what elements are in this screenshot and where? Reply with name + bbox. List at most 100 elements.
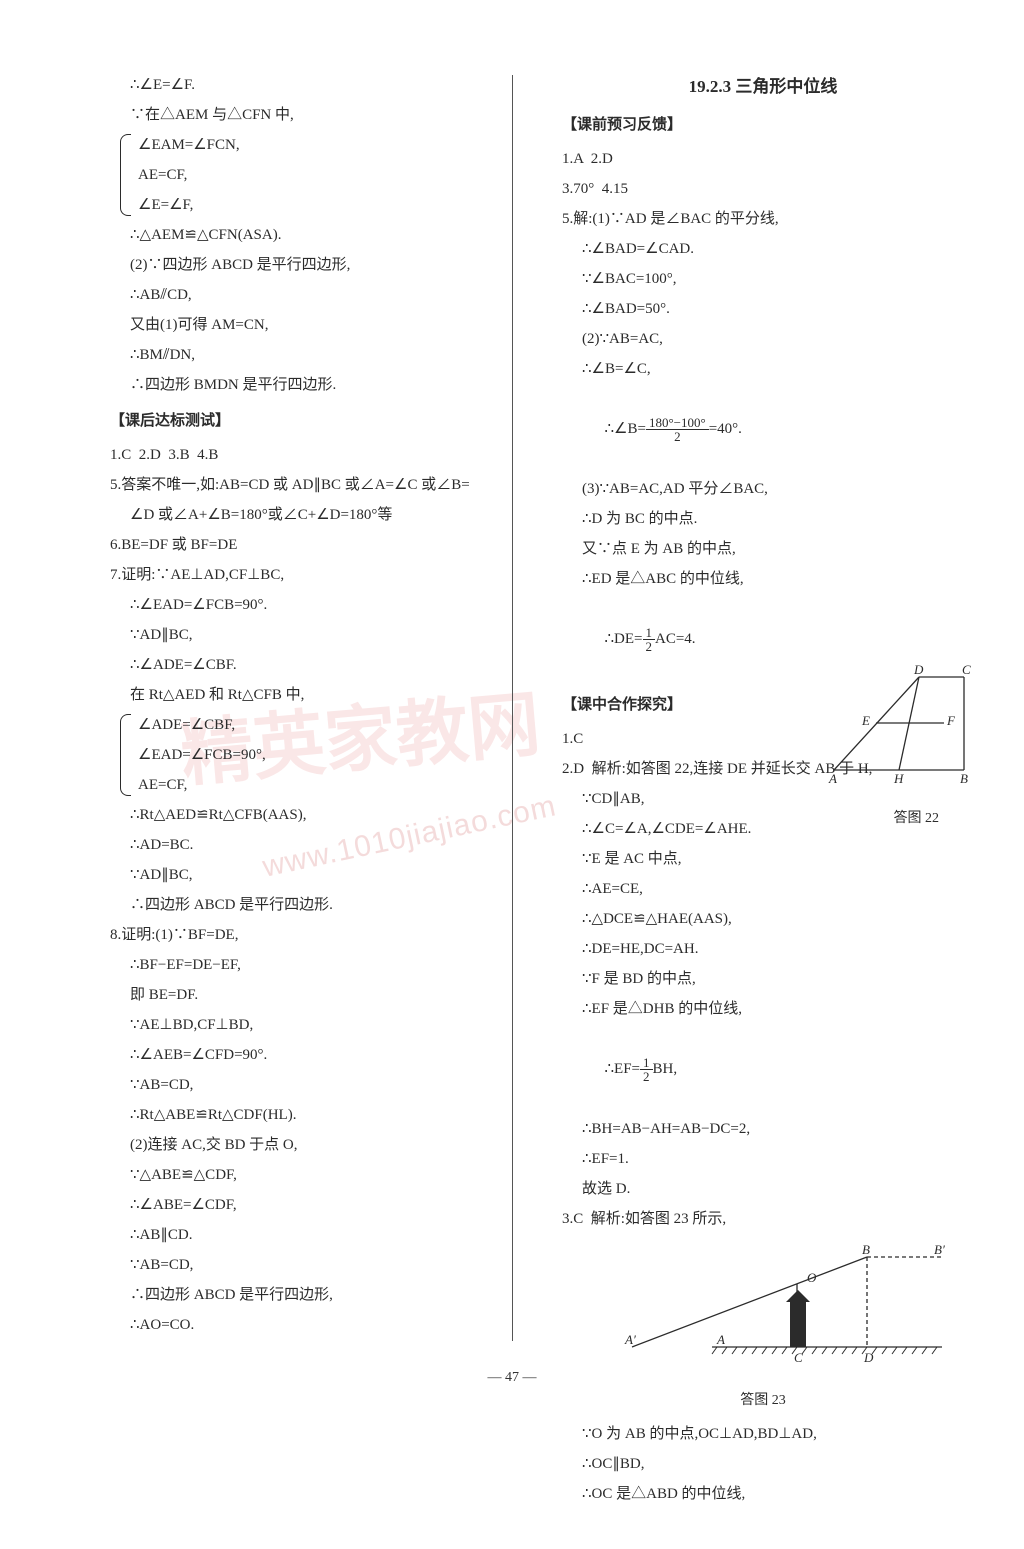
proof-line: ∴OC 是△ABD 的中位线, [562, 1479, 964, 1509]
proof-line: ∴ED 是△ABC 的中位线, [562, 564, 964, 594]
proof-line: ∴EF 是△DHB 的中位线, [562, 994, 964, 1024]
proof-line: ∴∠BAD=50°. [562, 294, 964, 324]
brace-item: ∠E=∠F, [138, 190, 512, 220]
proof-line: 5.解:(1)∵AD 是∠BAC 的平分线, [562, 204, 964, 234]
denominator: 2 [646, 430, 709, 443]
figure-label: F [946, 713, 956, 728]
brace-item: ∠EAD=∠FCB=90°, [138, 740, 512, 770]
section-heading: 【课前预习反馈】 [562, 110, 964, 140]
answer-line: 1.A 2.D [562, 144, 964, 174]
figure-23: A′ A B B′ O C D [622, 1242, 952, 1372]
proof-line: ∴BH=AB−AH=AB−DC=2, [562, 1114, 964, 1144]
proof-line: ∴EF=1. [562, 1144, 964, 1174]
numerator: 1 [643, 626, 656, 640]
figure-label: B [862, 1242, 870, 1257]
text-fragment: ∴DE= [605, 631, 643, 647]
proof-line: 3.C 解析:如答图 23 所示, [562, 1204, 964, 1234]
figure-label: C [962, 665, 971, 677]
proof-line: ∴∠EAD=∠FCB=90°. [110, 590, 512, 620]
proof-line: ∴AB⫽CD, [110, 280, 512, 310]
proof-line: ∴AO=CO. [110, 1310, 512, 1340]
fraction: 12 [643, 626, 656, 653]
proof-line: ∴EF=12BH, [562, 1024, 964, 1114]
building-icon [790, 1302, 806, 1347]
proof-line: (2)∵四边形 ABCD 是平行四边形, [110, 250, 512, 280]
proof-line: ∴∠E=∠F. [110, 70, 512, 100]
brace-group: ∠EAM=∠FCN, AE=CF, ∠E=∠F, [110, 130, 512, 220]
figure-label: B′ [934, 1242, 945, 1257]
proof-line: ∵AD∥BC, [110, 620, 512, 650]
proof-line: ∴四边形 ABCD 是平行四边形. [110, 890, 512, 920]
proof-line: 即 BE=DF. [110, 980, 512, 1010]
proof-line: ∵O 为 AB 的中点,OC⊥AD,BD⊥AD, [562, 1419, 964, 1449]
brace-group: ∠ADE=∠CBF, ∠EAD=∠FCB=90°, AE=CF, [110, 710, 512, 800]
proof-line: ∵F 是 BD 的中点, [562, 964, 964, 994]
brace-item: ∠ADE=∠CBF, [138, 710, 512, 740]
answer-line: 5.答案不唯一,如:AB=CD 或 AD∥BC 或∠A=∠C 或∠B= [110, 470, 512, 500]
proof-line: ∵AE⊥BD,CF⊥BD, [110, 1010, 512, 1040]
proof-line: 7.证明:∵AE⊥AD,CF⊥BC, [110, 560, 512, 590]
proof-line: ∴△AEM≌△CFN(ASA). [110, 220, 512, 250]
proof-line: ∵E 是 AC 中点, [562, 844, 964, 874]
text-fragment: AC=4. [655, 631, 696, 647]
text-fragment: =40°. [709, 421, 742, 437]
proof-line: ∴OC∥BD, [562, 1449, 964, 1479]
figure-label: H [893, 771, 904, 786]
figure-label: A′ [624, 1332, 636, 1347]
proof-line: ∵△ABE≌△CDF, [110, 1160, 512, 1190]
proof-line: (2)∵AB=AC, [562, 324, 964, 354]
answer-line: ∠D 或∠A+∠B=180°或∠C+∠D=180°等 [110, 500, 512, 530]
proof-line: 在 Rt△AED 和 Rt△CFB 中, [110, 680, 512, 710]
figure-label: E [861, 713, 870, 728]
proof-line: ∴Rt△ABE≌Rt△CDF(HL). [110, 1100, 512, 1130]
proof-line: ∴BF−EF=DE−EF, [110, 950, 512, 980]
page-number: — 47 — [0, 1370, 1024, 1386]
proof-line: ∴∠ABE=∠CDF, [110, 1190, 512, 1220]
right-column: 19.2.3 三角形中位线 【课前预习反馈】 1.A 2.D 3.70° 4.1… [547, 70, 964, 1509]
proof-line: 8.证明:(1)∵BF=DE, [110, 920, 512, 950]
proof-line: ∴∠B=∠C, [562, 354, 964, 384]
proof-line: ∴△DCE≌△HAE(AAS), [562, 904, 964, 934]
brace-item: ∠EAM=∠FCN, [138, 130, 512, 160]
answer-line: 3.70° 4.15 [562, 174, 964, 204]
proof-line: ∴∠B=180°−100°2=40°. [562, 384, 964, 474]
numerator: 1 [640, 1056, 653, 1070]
proof-line: 故选 D. [562, 1174, 964, 1204]
answer-line: 1.C 2.D 3.B 4.B [110, 440, 512, 470]
proof-line: ∵AB=CD, [110, 1250, 512, 1280]
figure-22: A H B D C E F [824, 665, 979, 800]
figure-label: C [794, 1350, 803, 1365]
left-column: ∴∠E=∠F. ∵在△AEM 与△CFN 中, ∠EAM=∠FCN, AE=CF… [110, 70, 527, 1509]
chapter-title: 19.2.3 三角形中位线 [562, 70, 964, 104]
proof-line: ∴AB∥CD. [110, 1220, 512, 1250]
answer-line: 6.BE=DF 或 BF=DE [110, 530, 512, 560]
proof-line: 又∵点 E 为 AB 的中点, [562, 534, 964, 564]
denominator: 2 [640, 1070, 653, 1083]
fraction: 12 [640, 1056, 653, 1083]
figure-label: A [716, 1332, 725, 1347]
figure-label: A [828, 771, 837, 786]
numerator: 180°−100° [646, 416, 709, 430]
figure-label: O [807, 1270, 817, 1285]
figure-label: D [863, 1350, 874, 1365]
proof-line: ∵在△AEM 与△CFN 中, [110, 100, 512, 130]
proof-line: (3)∵AB=AC,AD 平分∠BAC, [562, 474, 964, 504]
column-divider [512, 75, 513, 1341]
denominator: 2 [643, 640, 656, 653]
section-heading: 【课后达标测试】 [110, 406, 512, 436]
brace-item: AE=CF, [138, 770, 512, 800]
text-fragment: ∴∠B= [605, 421, 646, 437]
page-container: ∴∠E=∠F. ∵在△AEM 与△CFN 中, ∠EAM=∠FCN, AE=CF… [0, 0, 1024, 1549]
figure-23-caption: 答图 23 [562, 1387, 964, 1415]
proof-line: ∵AB=CD, [110, 1070, 512, 1100]
brace-item: AE=CF, [138, 160, 512, 190]
proof-line: ∴DE=HE,DC=AH. [562, 934, 964, 964]
proof-line: ∴AE=CE, [562, 874, 964, 904]
text-fragment: ∴EF= [605, 1061, 641, 1077]
proof-line: ∴四边形 BMDN 是平行四边形. [110, 370, 512, 400]
proof-line: ∴BM⫽DN, [110, 340, 512, 370]
proof-line: ∴∠AEB=∠CFD=90°. [110, 1040, 512, 1070]
figure-22-caption: 答图 22 [894, 805, 940, 833]
text-fragment: BH, [653, 1061, 678, 1077]
fraction: 180°−100°2 [646, 416, 709, 443]
